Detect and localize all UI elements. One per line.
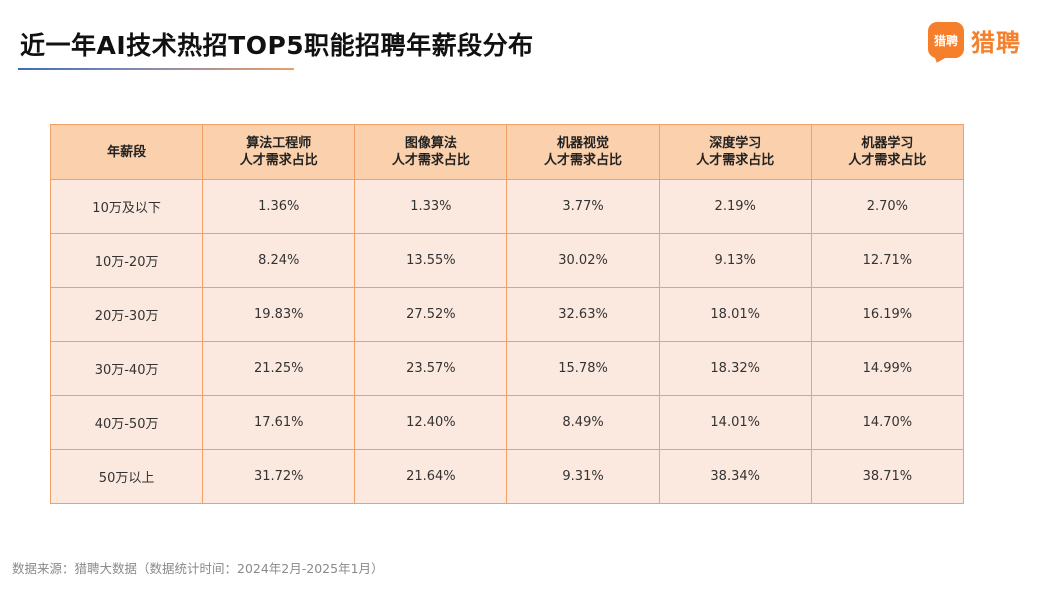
page-title: 近一年AI技术热招TOP5职能招聘年薪段分布 (20, 31, 534, 60)
table-row: 20万-30万 19.83% 27.52% 32.63% 18.01% 16.19% (49, 287, 965, 342)
percentage-cell: 14.99% (810, 341, 965, 396)
column-header-3: 机器视觉人才需求占比 (506, 124, 660, 180)
percentage-cell: 38.34% (658, 449, 812, 504)
salary-band-cell: 10万-20万 (49, 233, 204, 288)
column-header-sublabel: 人才需求占比 (696, 153, 775, 168)
column-header-label: 年薪段 (107, 144, 147, 160)
percentage-cell: 1.33% (354, 179, 508, 234)
table-row: 10万及以下 1.36% 1.33% 3.77% 2.19% 2.70% (49, 179, 965, 234)
data-source-note: 数据来源：猎聘大数据（数据统计时间：2024年2月-2025年1月） (12, 561, 384, 576)
column-header-1: 算法工程师人才需求占比 (202, 124, 356, 180)
column-header-label: 图像算法 (404, 136, 457, 151)
logo-icon-text: 猎聘 (933, 33, 958, 48)
percentage-cell: 12.40% (354, 395, 508, 450)
logo-text: 猎聘 (971, 28, 1021, 57)
brand-logo: 猎聘 猎聘 (928, 22, 1021, 58)
percentage-cell: 32.63% (506, 287, 660, 342)
column-header-sublabel: 人才需求占比 (391, 153, 470, 168)
percentage-cell: 9.31% (506, 449, 660, 504)
header-row: 年薪段 算法工程师 人才需求占比 图像算法 人才需求占比 机器视觉 人才需求占比 深度学习 人才… (49, 124, 965, 180)
salary-band-cell: 30万-40万 (49, 341, 204, 396)
salary-band-cell: 40万-50万 (49, 395, 204, 450)
table-row: 40万-50万 17.61% 12.40% 8.49% 14.01% 14.70% (49, 395, 965, 450)
percentage-cell: 16.19% (810, 287, 965, 342)
column-header-label: 深度学习 (709, 136, 762, 151)
percentage-cell: 8.49% (506, 395, 660, 450)
column-header-2: 图像算法人才需求占比 (354, 124, 508, 180)
percentage-cell: 18.32% (658, 341, 812, 396)
percentage-cell: 12.71% (810, 233, 965, 288)
table-body: 10万及以下 1.36% 1.33% 3.77% 2.19% 2.70% 10万-20万 8.… (49, 179, 965, 504)
percentage-cell: 27.52% (354, 287, 508, 342)
table-row: 30万-40万 21.25% 23.57% 15.78% 18.32% 14.99% (49, 341, 965, 396)
column-header-sublabel: 人才需求占比 (848, 153, 927, 168)
salary-distribution-table: 年薪段 算法工程师 人才需求占比 图像算法 人才需求占比 机器视觉 人才需求占比 深度学习 人才… (49, 124, 965, 504)
percentage-cell: 21.25% (202, 341, 356, 396)
table-row: 50万以上 31.72% 21.64% 9.31% 38.34% 38.71% (49, 449, 965, 504)
percentage-cell: 13.55% (354, 233, 508, 288)
percentage-cell: 19.83% (202, 287, 356, 342)
column-header-5: 机器学习人才需求占比 (810, 124, 965, 180)
percentage-cell: 8.24% (202, 233, 356, 288)
title-underline (18, 68, 294, 70)
percentage-cell: 17.61% (202, 395, 356, 450)
column-header-sublabel: 人才需求占比 (544, 153, 623, 168)
salary-band-cell: 50万以上 (49, 449, 204, 504)
percentage-cell: 23.57% (354, 341, 508, 396)
column-header-label: 机器学习 (861, 136, 914, 151)
salary-band-cell: 20万-30万 (49, 287, 204, 342)
salary-band-cell: 10万及以下 (49, 179, 204, 234)
table-header: 年薪段 算法工程师 人才需求占比 图像算法 人才需求占比 机器视觉 人才需求占比 深度学习 人才… (49, 124, 965, 180)
percentage-cell: 1.36% (202, 179, 356, 234)
percentage-cell: 38.71% (810, 449, 965, 504)
percentage-cell: 21.64% (354, 449, 508, 504)
percentage-cell: 30.02% (506, 233, 660, 288)
column-header-salary-band: 年薪段 (49, 124, 204, 180)
column-header-label: 算法工程师 (246, 136, 312, 151)
percentage-cell: 2.70% (810, 179, 965, 234)
column-header-label: 机器视觉 (557, 136, 610, 151)
percentage-cell: 2.19% (658, 179, 812, 234)
percentage-cell: 14.01% (658, 395, 812, 450)
percentage-cell: 31.72% (202, 449, 356, 504)
percentage-cell: 9.13% (658, 233, 812, 288)
column-header-4: 深度学习人才需求占比 (658, 124, 812, 180)
percentage-cell: 15.78% (506, 341, 660, 396)
column-header-sublabel: 人才需求占比 (239, 153, 318, 168)
table-row: 10万-20万 8.24% 13.55% 30.02% 9.13% 12.71% (49, 233, 965, 288)
logo-icon: 猎聘 (928, 22, 964, 58)
percentage-cell: 3.77% (506, 179, 660, 234)
percentage-cell: 18.01% (658, 287, 812, 342)
percentage-cell: 14.70% (810, 395, 965, 450)
